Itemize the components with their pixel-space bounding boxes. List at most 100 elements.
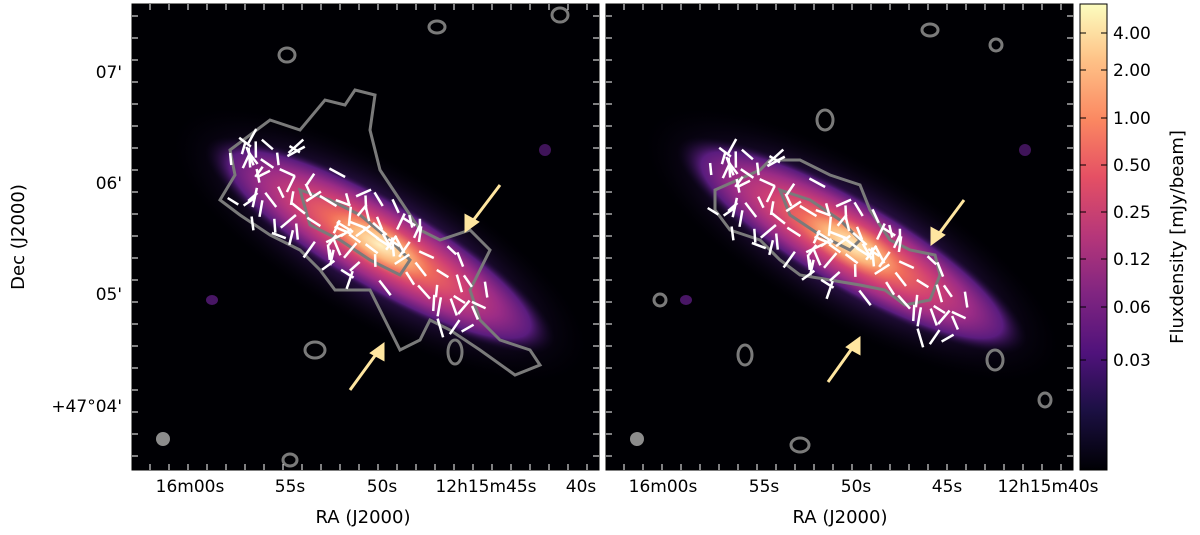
- x-axis-label: RA (J2000): [316, 507, 411, 528]
- polarization-vector: [753, 228, 757, 243]
- polarization-vector: [782, 250, 796, 269]
- polarization-vector: [916, 328, 925, 348]
- polarization-vectors-left: [227, 128, 489, 338]
- polarization-vector: [768, 239, 775, 256]
- polarization-vector: [398, 241, 411, 258]
- polarization-vector: [373, 191, 384, 207]
- colorbar-tick-label: 0.12: [1113, 250, 1151, 270]
- x-tick-label: 55s: [275, 477, 306, 497]
- polarization-vector: [933, 304, 946, 315]
- polarization-vector: [885, 281, 896, 296]
- polarization-vector: [264, 191, 278, 208]
- polarization-vector: [275, 152, 280, 166]
- polarization-vector: [394, 253, 411, 266]
- polarization-vector: [254, 166, 264, 178]
- polarization-vector: [911, 304, 916, 322]
- polarization-vector: [356, 204, 368, 217]
- polarization-vector: [328, 167, 346, 179]
- polarization-vector: [875, 223, 886, 241]
- polarization-vector: [321, 259, 336, 271]
- y-tick-label: 07': [96, 63, 122, 83]
- polarization-vector: [799, 204, 818, 218]
- colorbar-tick-label: 0.50: [1113, 156, 1151, 176]
- arrow-upper-right: [930, 199, 966, 246]
- polarization-vector: [757, 196, 765, 209]
- polarization-vector: [328, 249, 333, 263]
- polarization-vector: [774, 233, 780, 250]
- polarization-vector: [375, 236, 394, 250]
- y-tick-label: 06': [96, 174, 122, 194]
- polarization-vector: [228, 152, 233, 166]
- colorbar-label: Fluxdensity [mJy/beam]: [1167, 130, 1188, 344]
- polarization-vector: [456, 251, 465, 268]
- polarization-vector: [759, 224, 777, 239]
- polarization-vector: [460, 323, 475, 333]
- polarization-vector: [870, 247, 876, 267]
- polarization-vector: [725, 156, 735, 176]
- colorbar-tick-label: 4.00: [1113, 24, 1151, 44]
- beam-marker: [630, 432, 644, 446]
- polarization-vector: [926, 255, 938, 266]
- polarization-vector: [815, 208, 831, 217]
- polarization-vector: [277, 186, 285, 199]
- polarization-vector: [390, 237, 396, 257]
- polarization-vector: [378, 279, 392, 296]
- polarization-vector: [449, 298, 458, 316]
- x-tick-label: 45s: [932, 477, 963, 497]
- polarization-vector: [825, 280, 834, 300]
- polarization-vector: [755, 162, 760, 176]
- polarization-vector: [858, 289, 872, 306]
- polarization-vector: [871, 208, 880, 224]
- polarization-vector: [349, 260, 361, 272]
- polarization-vector: [258, 200, 264, 218]
- polarization-vector: [865, 245, 878, 261]
- ticks-left: [132, 4, 599, 470]
- polarization-vector: [951, 310, 967, 320]
- polarization-vector: [820, 278, 835, 289]
- polarization-vector: [255, 168, 261, 183]
- polarization-vector: [412, 225, 421, 239]
- panel-left-frame: [131, 3, 600, 471]
- polarization-vector: [455, 274, 464, 293]
- polarization-vector: [765, 185, 776, 203]
- polarization-vector: [935, 284, 944, 303]
- polarization-vector: [734, 176, 744, 188]
- polarization-vector: [894, 271, 907, 287]
- polarization-vector: [785, 200, 802, 213]
- polarization-vector: [942, 284, 953, 298]
- polarization-vector: [897, 294, 911, 310]
- polarization-vector: [257, 169, 271, 178]
- arrow-lower-left: [826, 336, 861, 383]
- polarization-vector: [457, 299, 471, 315]
- panel-right: [605, 3, 1074, 471]
- polarization-vector: [343, 242, 358, 259]
- polarization-vector: [829, 270, 841, 282]
- polarization-vector: [302, 240, 316, 259]
- polarization-vector: [287, 138, 305, 154]
- polarization-vector: [304, 183, 313, 197]
- polarization-vector: [335, 198, 351, 207]
- polarization-vector: [436, 297, 443, 317]
- polarization-vector: [827, 216, 833, 237]
- polarization-vector: [271, 231, 287, 240]
- polarization-vector: [786, 226, 802, 238]
- colorbar: 4.00 2.00 1.00 0.50 0.25 0.12 0.06 0.03 …: [1079, 3, 1188, 471]
- polarization-vector: [348, 233, 362, 244]
- polarization-vector: [740, 148, 754, 161]
- polarization-vector: [436, 318, 445, 338]
- polarization-vector: [375, 216, 384, 231]
- polarization-vector: [448, 319, 461, 335]
- polarization-vector: [828, 243, 842, 254]
- polarization-vector: [364, 243, 379, 255]
- polarization-vector: [347, 206, 353, 227]
- polarization-vector: [246, 128, 258, 146]
- polarization-vector: [385, 235, 398, 251]
- colorbar-gradient: [1079, 3, 1108, 471]
- colorbar-tick-label: 0.25: [1113, 203, 1151, 223]
- polarization-vector: [823, 252, 838, 269]
- x-tick-label: 16m00s: [156, 477, 225, 497]
- x-tick-label: 12h15m45s: [435, 477, 536, 497]
- panel-left-image: [156, 6, 588, 468]
- polarization-vector: [759, 178, 776, 188]
- colorbar-tick-label: 1.00: [1113, 109, 1151, 129]
